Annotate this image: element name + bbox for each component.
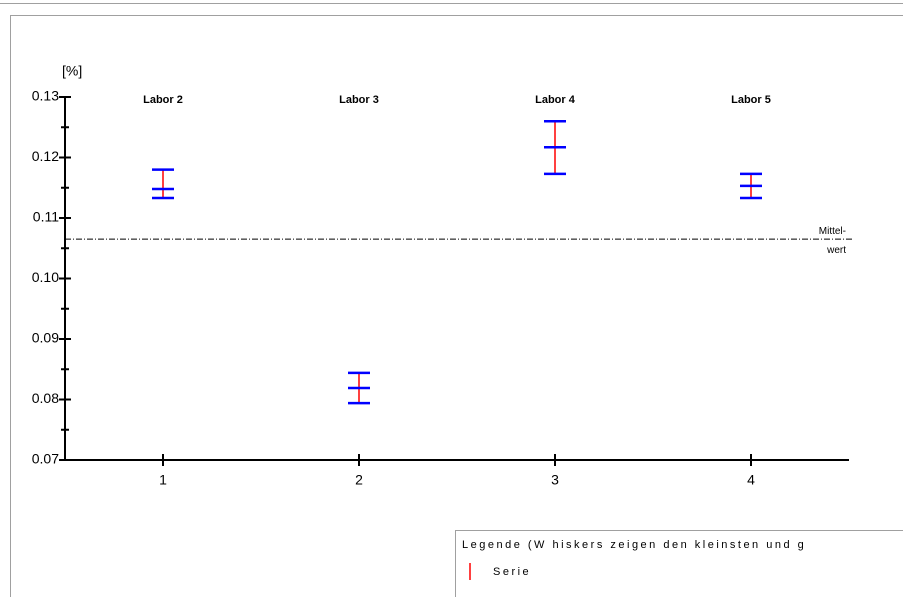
x-tick-label: 3: [551, 472, 559, 488]
annotation: Labor 4: [535, 94, 576, 106]
x-tick-label: 1: [159, 472, 167, 488]
legend-title: Legende (W hiskers zeigen den kleinsten …: [462, 539, 806, 551]
y-tick-label: 0.10: [32, 269, 59, 285]
y-tick-label: 0.11: [33, 209, 59, 225]
frame: [10, 15, 903, 597]
x-tick-label: 2: [355, 472, 363, 488]
reference-label: Mittel-: [819, 226, 846, 237]
legend-box: [455, 530, 903, 597]
x-tick-label: 4: [747, 472, 755, 488]
annotation: Labor 3: [339, 94, 379, 106]
legend-label: Serie: [493, 566, 531, 578]
y-axis-label: [%]: [62, 63, 82, 79]
y-tick-label: 0.12: [32, 148, 59, 164]
y-tick-label: 0.08: [32, 390, 59, 406]
y-tick-label: 0.09: [32, 330, 59, 346]
annotation: Labor 2: [143, 94, 183, 106]
reference-label: wert: [826, 245, 846, 256]
y-tick-label: 0.07: [32, 451, 59, 467]
annotation: Labor 5: [731, 94, 771, 106]
y-tick-label: 0.13: [32, 88, 59, 104]
